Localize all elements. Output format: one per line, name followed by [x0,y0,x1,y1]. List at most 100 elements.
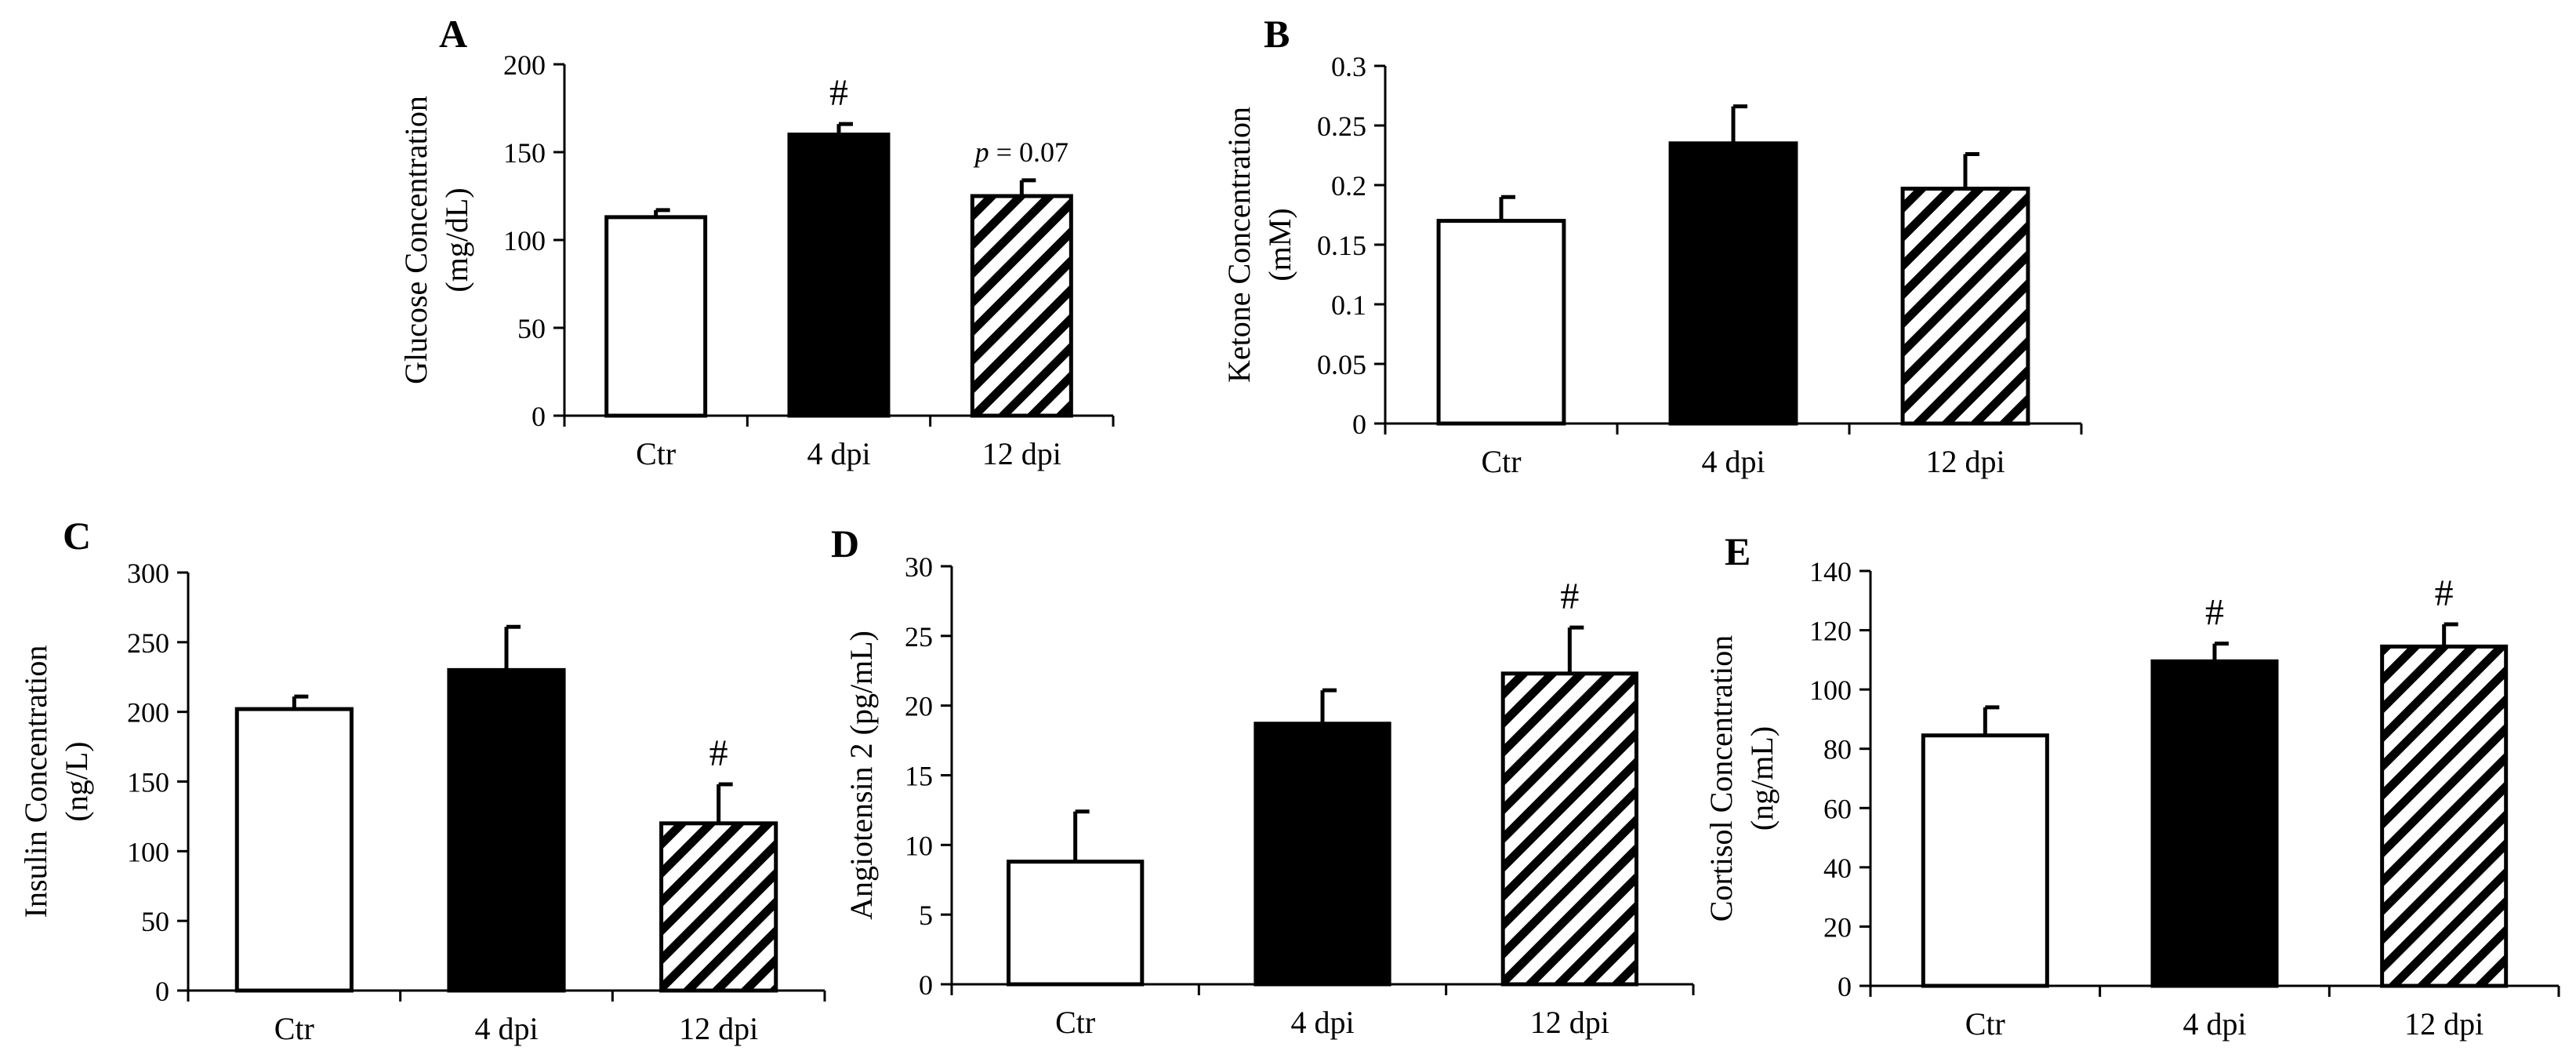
panel-letter: B [1264,12,1290,56]
y-axis-label: Insulin Concentration [18,645,53,918]
y-tick-label: 150 [127,767,169,798]
y-tick-label: 0.1 [1331,289,1366,321]
y-axis-label: Glucose Concentration [398,96,434,384]
x-tick-label: Ctr [274,1011,314,1046]
y-tick-label: 0 [1352,409,1366,440]
y-tick-label: 40 [1823,853,1852,884]
y-tick-label: 250 [127,627,169,659]
bar-4-dpi [2150,659,2279,988]
y-tick-label: 20 [905,691,933,722]
y-axis-label-unit: (ng/L) [59,741,94,821]
y-tick-label: 100 [503,225,546,256]
bar-12-dpi [2380,644,2509,988]
error-bar [1320,688,1337,724]
y-tick-label: 80 [1823,734,1852,765]
y-tick-label: 140 [1809,556,1852,587]
bar-ctr [1007,860,1145,987]
x-tick-label: 4 dpi [474,1011,538,1046]
error-bar [2442,622,2458,647]
bar-12-dpi [1900,187,2030,426]
y-axis-label: Ketone Concentration [1221,107,1257,383]
error-bar [836,122,853,135]
error-bar [654,208,670,217]
panel-a: A 0 50 100 150 200 Ctr 4 dpi #12 dpi p = 0.07 Gluc… [398,12,1115,471]
x-tick-label: 12 dpi [1530,1005,1609,1040]
bar-4-dpi [787,133,891,418]
significance-annotation: # [2205,592,2224,634]
significance-annotation: # [2435,573,2454,614]
panel-b: B 0 0.05 0.1 0.15 0.2 0.25 0.3 Ctr 4 dpi 12 dpi Ket… [1221,12,2083,479]
panel-c: C 0 50 100 150 200 250 300 Ctr 4 dpi 12 dpi # Insuli… [18,514,826,1046]
y-tick-label: 200 [127,697,169,729]
bar-12-dpi [1500,671,1638,987]
x-tick-label: Ctr [1965,1006,2005,1042]
y-tick-label: 50 [141,906,169,937]
bar-4-dpi [1668,141,1798,426]
error-bar [1567,625,1584,674]
error-bar [1019,178,1036,196]
y-tick-label: 0.15 [1317,230,1366,261]
y-tick-label: 25 [905,621,933,653]
x-tick-label: Ctr [1481,444,1521,479]
bar-4-dpi [447,667,566,993]
x-tick-label: 12 dpi [982,436,1061,471]
error-bar [1499,195,1515,221]
x-tick-label: 12 dpi [1925,444,2005,479]
y-axis-label-unit: (ng/mL) [1744,726,1780,831]
x-tick-label: 4 dpi [1290,1005,1354,1040]
x-tick-label: 4 dpi [1701,444,1765,479]
panel-d: D 0 5 10 15 20 25 30 Ctr 4 dpi 12 dpi # Angiotensin … [831,522,1695,1040]
x-tick-label: Ctr [636,436,676,471]
significance-annotation: # [1560,576,1579,617]
y-tick-label: 30 [905,551,933,583]
x-tick-label: Ctr [1055,1005,1095,1040]
bar-ctr [234,707,354,993]
y-tick-label: 0 [919,969,933,1001]
y-tick-label: 120 [1809,616,1852,647]
y-tick-label: 0.3 [1331,51,1366,82]
y-tick-label: 0 [1838,971,1852,1002]
x-tick-label: 12 dpi [679,1011,758,1046]
bar-ctr [604,215,708,418]
y-axis-label: Angiotensin 2 (pg/mL) [844,631,879,920]
y-tick-label: 0 [155,976,169,1007]
error-bar [292,694,309,710]
y-axis-label-unit: (mg/dL) [439,187,474,292]
y-tick-label: 15 [905,761,933,792]
y-tick-label: 20 [1823,911,1852,943]
y-tick-label: 60 [1823,793,1852,824]
x-tick-label: 4 dpi [2182,1006,2246,1042]
x-tick-label: 4 dpi [807,436,870,471]
panel-letter: C [63,514,91,558]
significance-annotation: # [829,72,848,114]
error-bar [1073,809,1090,862]
significance-annotation: p = 0.07 [973,136,1068,168]
error-bar [2212,642,2229,662]
error-bar [1731,104,1747,144]
y-tick-label: 50 [517,313,546,344]
y-axis-label-unit: (mM) [1262,208,1297,281]
panel-letter: E [1725,529,1751,573]
bar-12-dpi [659,821,778,993]
y-tick-label: 150 [503,137,546,169]
bar-ctr [1436,219,1566,426]
y-tick-label: 100 [127,836,169,867]
bar-4-dpi [1254,722,1391,987]
y-tick-label: 0.25 [1317,111,1366,142]
y-tick-label: 0.05 [1317,349,1366,380]
significance-annotation: # [709,733,728,774]
error-bar [717,782,733,823]
bar-12-dpi [970,194,1073,418]
error-bar [1983,705,2000,736]
y-tick-label: 10 [905,830,933,861]
panel-letter: A [439,12,467,56]
x-tick-label: 12 dpi [2404,1006,2483,1042]
y-tick-label: 5 [919,900,933,931]
y-axis-label: Cortisol Concentration [1703,635,1739,922]
panel-letter: D [831,522,859,565]
panel-e: E 0 20 40 60 80 100 120 140 Ctr 4 dpi #12 dpi # Corti… [1703,529,2560,1042]
y-tick-label: 0.2 [1331,170,1366,202]
bar-ctr [1921,733,2049,988]
y-tick-label: 200 [503,49,546,81]
